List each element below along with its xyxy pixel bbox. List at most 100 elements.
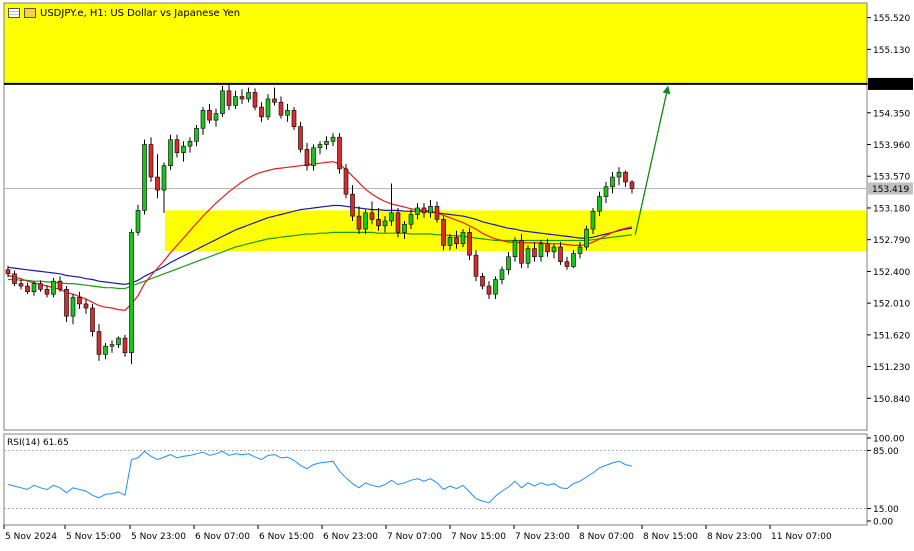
candle[interactable]: [343, 164, 349, 199]
candle[interactable]: [506, 251, 511, 275]
candle[interactable]: [168, 134, 173, 170]
candle[interactable]: [311, 144, 316, 171]
candle[interactable]: [421, 203, 427, 218]
candle[interactable]: [499, 266, 505, 285]
candle[interactable]: [525, 245, 531, 269]
candle[interactable]: [51, 277, 56, 298]
candle[interactable]: [265, 94, 271, 121]
candle[interactable]: [226, 84, 232, 111]
candle[interactable]: [291, 107, 297, 130]
candle[interactable]: [220, 85, 225, 117]
candle[interactable]: [233, 90, 238, 109]
candle[interactable]: [330, 133, 336, 147]
candle[interactable]: [213, 108, 219, 127]
projection-arrow[interactable]: [634, 85, 671, 235]
candle[interactable]: [174, 134, 180, 158]
candle[interactable]: [298, 121, 303, 153]
candle[interactable]: [577, 242, 583, 259]
candle[interactable]: [616, 167, 622, 186]
candle[interactable]: [356, 206, 362, 234]
candle[interactable]: [473, 250, 479, 282]
candle[interactable]: [142, 139, 147, 215]
candle[interactable]: [610, 172, 615, 194]
candle[interactable]: [18, 279, 24, 290]
candle[interactable]: [161, 162, 167, 213]
candle[interactable]: [31, 281, 37, 296]
candle[interactable]: [109, 340, 115, 353]
candle[interactable]: [77, 291, 82, 309]
candle[interactable]: [272, 87, 277, 106]
candle[interactable]: [83, 299, 89, 314]
candle[interactable]: [181, 141, 186, 162]
chart-list-icon[interactable]: [8, 8, 20, 18]
candle[interactable]: [116, 336, 121, 348]
candle[interactable]: [363, 209, 368, 234]
candle[interactable]: [12, 270, 17, 287]
candle[interactable]: [603, 181, 609, 204]
candle[interactable]: [207, 103, 212, 124]
symbol-folder-icon[interactable]: [24, 8, 36, 18]
candle[interactable]: [623, 170, 628, 187]
candle[interactable]: [545, 238, 550, 257]
candle[interactable]: [629, 180, 635, 194]
candle[interactable]: [304, 142, 310, 171]
candle[interactable]: [376, 207, 381, 231]
candle[interactable]: [129, 229, 134, 365]
candle[interactable]: [350, 185, 355, 221]
candle[interactable]: [408, 209, 414, 230]
candle[interactable]: [278, 96, 284, 119]
candle[interactable]: [285, 103, 290, 122]
candle[interactable]: [428, 199, 433, 218]
candle[interactable]: [564, 256, 570, 270]
candle[interactable]: [96, 324, 102, 361]
candle[interactable]: [382, 216, 388, 233]
candle[interactable]: [551, 243, 557, 259]
candle[interactable]: [590, 207, 596, 234]
candle[interactable]: [415, 203, 420, 220]
candle[interactable]: [493, 276, 498, 300]
candle[interactable]: [324, 136, 329, 150]
candle[interactable]: [135, 204, 141, 236]
candle[interactable]: [480, 273, 485, 290]
candle[interactable]: [512, 237, 518, 262]
candle[interactable]: [57, 276, 63, 292]
candle[interactable]: [532, 242, 537, 262]
candle[interactable]: [486, 281, 492, 300]
candle[interactable]: [395, 207, 401, 238]
candle[interactable]: [38, 280, 43, 292]
candle[interactable]: [239, 89, 245, 104]
candle[interactable]: [389, 183, 394, 226]
candle[interactable]: [25, 282, 30, 295]
candle[interactable]: [467, 227, 472, 261]
candle[interactable]: [64, 286, 69, 322]
candle[interactable]: [90, 303, 95, 337]
candle[interactable]: [447, 233, 453, 251]
candle[interactable]: [317, 141, 323, 155]
candle[interactable]: [434, 201, 440, 223]
candle[interactable]: [584, 225, 589, 251]
candle[interactable]: [519, 233, 524, 269]
candle[interactable]: [597, 191, 602, 217]
candle[interactable]: [103, 342, 108, 360]
candle[interactable]: [194, 125, 199, 147]
candle[interactable]: [337, 133, 342, 174]
candle[interactable]: [148, 137, 154, 182]
candle[interactable]: [122, 334, 128, 357]
candle[interactable]: [454, 230, 459, 249]
candle[interactable]: [402, 220, 407, 239]
candle[interactable]: [44, 285, 50, 298]
candle[interactable]: [558, 242, 563, 265]
candle[interactable]: [538, 240, 544, 262]
candle[interactable]: [259, 102, 264, 122]
candle[interactable]: [252, 88, 258, 111]
candle[interactable]: [155, 154, 160, 199]
candle[interactable]: [70, 294, 76, 325]
candle[interactable]: [246, 87, 251, 103]
candle[interactable]: [369, 201, 375, 225]
candle[interactable]: [200, 107, 206, 135]
candle[interactable]: [460, 229, 466, 247]
candle[interactable]: [5, 265, 11, 278]
candle[interactable]: [441, 216, 446, 251]
